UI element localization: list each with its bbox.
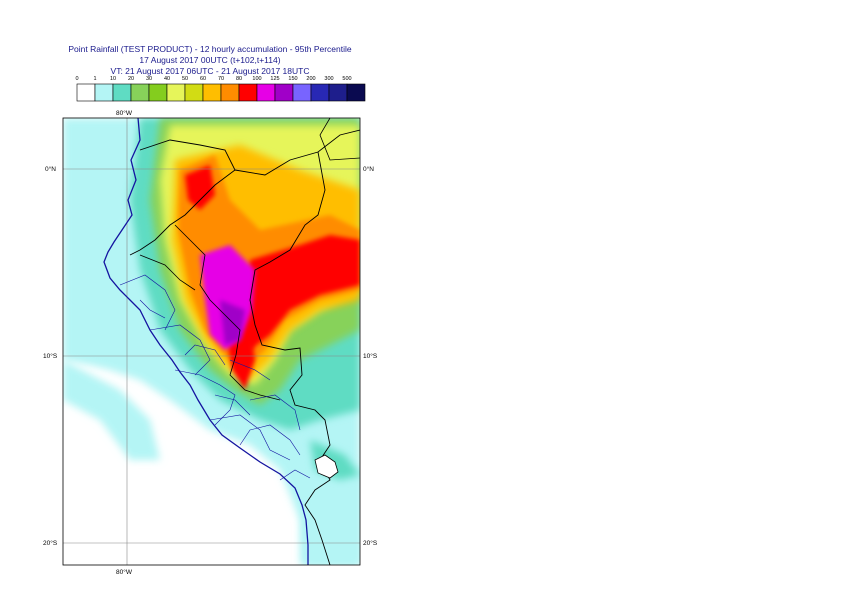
legend-threshold-label: 500	[342, 76, 351, 82]
coastline	[103, 118, 309, 565]
lat-label-10s-left: 10°S	[43, 352, 58, 360]
legend-threshold-label: 125	[270, 76, 279, 82]
legend-threshold-label: 60	[200, 76, 206, 82]
lat-label-0-left: 0°N	[45, 165, 56, 173]
legend-threshold-label: 200	[306, 76, 315, 82]
legend-threshold-label: 50	[182, 76, 188, 82]
legend-threshold-label: 10	[110, 76, 116, 82]
lon-label-bottom: 80°W	[116, 568, 133, 576]
lat-label-20s-right: 20°S	[363, 539, 378, 547]
country-borders	[129, 129, 360, 565]
legend-threshold-label: 40	[164, 76, 170, 82]
legend-threshold-label: 70	[218, 76, 224, 82]
graticule	[63, 118, 360, 565]
legend-swatch	[346, 83, 366, 102]
legend-threshold-label: 100	[252, 76, 261, 82]
lake-titicaca	[314, 454, 339, 479]
map-frame	[62, 117, 361, 566]
lat-label-10s-right: 10°S	[363, 352, 378, 360]
run-time-label: 17 August 2017 00UTC (t+102,t+114)	[139, 55, 281, 65]
lat-label-20s-left: 20°S	[43, 539, 58, 547]
department-borders	[119, 274, 311, 481]
legend-threshold-label: 0	[75, 76, 78, 82]
color-legend: 0 1 10 20 30 40 50 60 70 80 100 125 150 200 300 500	[75, 76, 366, 102]
lon-label-top: 80°W	[116, 109, 133, 117]
legend-threshold-label: 30	[146, 76, 152, 82]
legend-threshold-label: 300	[324, 76, 333, 82]
region-borders	[139, 118, 360, 401]
valid-time-label: VT: 21 August 2017 06UTC - 21 August 201…	[110, 66, 310, 76]
legend-threshold-label: 20	[128, 76, 134, 82]
map-title: Point Rainfall (TEST PRODUCT) - 12 hourl…	[68, 44, 352, 54]
legend-threshold-label: 1	[93, 76, 96, 82]
rainfall-field	[63, 118, 360, 565]
lat-label-0-right: 0°N	[363, 165, 374, 173]
legend-threshold-label: 80	[236, 76, 242, 82]
legend-threshold-label: 150	[288, 76, 297, 82]
